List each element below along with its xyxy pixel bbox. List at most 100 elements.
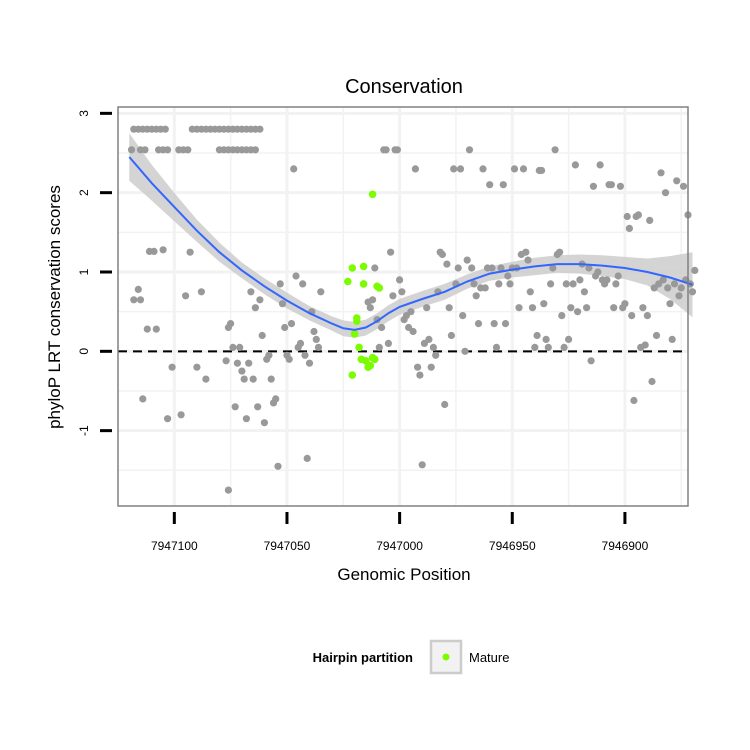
- data-point: [673, 177, 681, 185]
- data-point: [628, 312, 636, 320]
- data-point: [499, 181, 507, 189]
- data-point: [560, 343, 568, 351]
- data-point: [571, 161, 580, 169]
- data-point: [610, 304, 618, 312]
- data-point: [562, 280, 570, 288]
- mature-data-point: [366, 361, 375, 370]
- data-point: [587, 357, 595, 365]
- y-tick-label: 1: [77, 268, 91, 275]
- data-point: [303, 454, 311, 462]
- data-point: [526, 288, 534, 296]
- data-point: [387, 248, 395, 256]
- data-point: [504, 272, 512, 280]
- chart-title: Conservation: [345, 76, 463, 98]
- data-point: [657, 169, 665, 177]
- data-point: [533, 331, 541, 340]
- data-point: [661, 189, 670, 197]
- mature-data-point: [348, 264, 357, 272]
- data-point: [127, 146, 136, 154]
- data-point: [418, 461, 426, 469]
- data-point: [233, 359, 241, 367]
- data-point: [245, 359, 253, 367]
- data-point: [265, 351, 273, 359]
- data-point: [281, 323, 289, 332]
- data-point: [519, 165, 528, 173]
- data-point: [623, 212, 631, 221]
- data-point: [249, 375, 257, 383]
- data-point: [625, 224, 634, 232]
- y-axis-title: phyloP LRT conservation scores: [45, 185, 64, 429]
- data-point: [565, 335, 573, 343]
- data-point: [481, 284, 489, 292]
- x-axis: 7947100 7947050 7947000 7946950 7946900: [151, 512, 649, 553]
- data-point: [222, 357, 230, 365]
- data-point: [202, 375, 210, 383]
- data-point: [314, 343, 323, 351]
- data-point: [580, 288, 589, 296]
- data-point: [164, 415, 172, 423]
- x-tick-label: 7946950: [489, 539, 536, 553]
- data-point: [524, 256, 532, 264]
- data-point: [238, 367, 246, 375]
- data-point: [551, 146, 559, 154]
- data-point: [164, 146, 172, 154]
- mature-data-point: [344, 277, 352, 286]
- data-point: [251, 146, 259, 154]
- data-point: [231, 403, 239, 411]
- data-point: [276, 280, 284, 288]
- data-point: [630, 396, 638, 405]
- data-point: [438, 250, 446, 259]
- data-point: [375, 343, 383, 351]
- data-point: [641, 341, 649, 349]
- data-point: [317, 288, 325, 296]
- data-point: [134, 285, 142, 293]
- data-point: [465, 146, 474, 154]
- data-point: [256, 125, 264, 133]
- data-point: [506, 280, 514, 288]
- data-point: [182, 292, 190, 300]
- y-tick-label: -1: [77, 425, 91, 436]
- data-point: [547, 280, 555, 288]
- data-point: [549, 264, 557, 272]
- data-point: [614, 272, 622, 280]
- data-point: [369, 296, 377, 304]
- confidence-band: [129, 133, 693, 338]
- smooth-trend-line: [128, 156, 693, 331]
- data-point: [130, 296, 138, 304]
- data-point: [639, 304, 647, 312]
- data-point: [490, 320, 498, 328]
- mature-data-point: [359, 280, 368, 288]
- data-point: [612, 280, 620, 288]
- data-point: [411, 165, 419, 173]
- data-point: [556, 248, 564, 256]
- data-point: [229, 343, 237, 351]
- x-tick-label: 7947050: [264, 539, 311, 553]
- data-point: [515, 304, 523, 312]
- mature-data-point: [359, 262, 368, 271]
- data-point: [443, 260, 451, 268]
- data-point: [495, 280, 503, 288]
- data-point: [310, 327, 318, 336]
- data-point: [366, 304, 374, 312]
- data-point: [398, 288, 406, 296]
- data-point: [427, 363, 435, 371]
- data-point: [227, 320, 235, 328]
- data-point: [596, 161, 604, 169]
- data-point: [603, 276, 611, 284]
- data-point: [540, 300, 548, 308]
- data-point: [407, 308, 415, 316]
- data-point: [287, 320, 296, 328]
- panel-border: [117, 106, 689, 507]
- data-point: [186, 248, 194, 256]
- data-point: [441, 400, 449, 409]
- data-point: [425, 335, 433, 343]
- data-point: [159, 246, 167, 254]
- data-point: [256, 296, 264, 304]
- data-point: [558, 312, 566, 320]
- data-point: [378, 323, 386, 332]
- data-point: [594, 268, 602, 276]
- data-point: [240, 375, 248, 383]
- data-point: [272, 395, 280, 403]
- data-point: [299, 280, 307, 288]
- data-point: [260, 419, 268, 427]
